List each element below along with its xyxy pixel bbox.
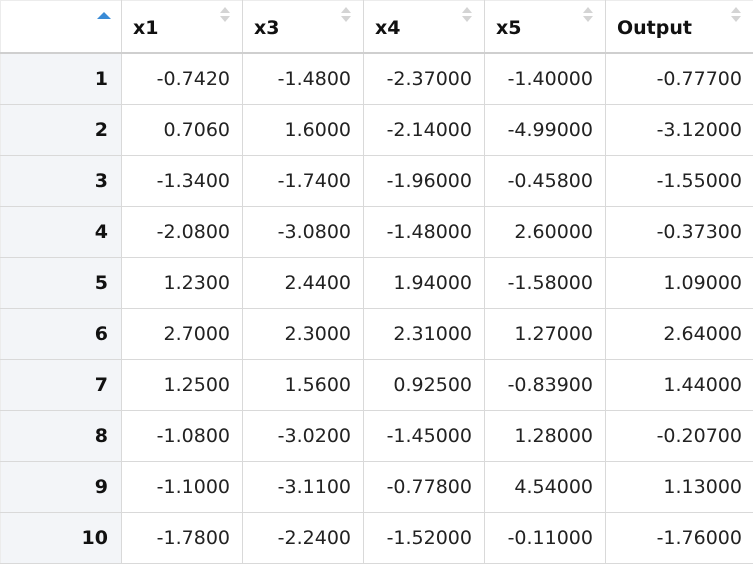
table-cell: 2.7000	[121, 308, 243, 360]
table-cell: 1.6000	[242, 104, 364, 156]
table-cell: -1.48000	[363, 206, 485, 258]
table-cell: -4.99000	[484, 104, 606, 156]
table-cell: 1.2500	[121, 359, 243, 411]
table-cell: -0.83900	[484, 359, 606, 411]
row-index: 6	[0, 308, 122, 360]
row-index: 9	[0, 461, 122, 513]
table-cell: -2.37000	[363, 53, 485, 105]
table-cell: -2.14000	[363, 104, 485, 156]
table-cell: 2.60000	[484, 206, 606, 258]
header-row: x1 x3 x4 x5 Output	[0, 0, 753, 54]
column-label: x5	[496, 16, 522, 39]
table-cell: -1.40000	[484, 53, 606, 105]
table-row: 10 -1.7800 -2.2400 -1.52000 -0.11000 -1.…	[0, 512, 753, 564]
table-cell: 0.92500	[363, 359, 485, 411]
table-header: x1 x3 x4 x5 Output	[0, 0, 753, 54]
table-cell: -1.3400	[121, 155, 243, 207]
table-cell: -0.45800	[484, 155, 606, 207]
row-index: 2	[0, 104, 122, 156]
table-row: 1 -0.7420 -1.4800 -2.37000 -1.40000 -0.7…	[0, 53, 753, 105]
table-cell: -1.1000	[121, 461, 243, 513]
header-cell-row-index[interactable]	[0, 0, 122, 54]
table-cell: -3.0800	[242, 206, 364, 258]
table-cell: -2.2400	[242, 512, 364, 564]
table-row: 3 -1.3400 -1.7400 -1.96000 -0.45800 -1.5…	[0, 155, 753, 207]
table-cell: -0.11000	[484, 512, 606, 564]
table-body: 1 -0.7420 -1.4800 -2.37000 -1.40000 -0.7…	[0, 53, 753, 564]
row-index: 10	[0, 512, 122, 564]
row-index: 4	[0, 206, 122, 258]
header-cell-x3[interactable]: x3	[242, 0, 364, 54]
table-cell: 1.44000	[605, 359, 753, 411]
table-cell: 0.7060	[121, 104, 243, 156]
table-cell: 2.64000	[605, 308, 753, 360]
table-cell: -0.20700	[605, 410, 753, 462]
header-cell-output[interactable]: Output	[605, 0, 753, 54]
column-label: Output	[617, 16, 692, 39]
table-cell: -1.0800	[121, 410, 243, 462]
row-index: 3	[0, 155, 122, 207]
table-cell: -3.12000	[605, 104, 753, 156]
table-cell: 1.09000	[605, 257, 753, 309]
table-row: 6 2.7000 2.3000 2.31000 1.27000 2.64000	[0, 308, 753, 360]
table-row: 9 -1.1000 -3.1100 -0.77800 4.54000 1.130…	[0, 461, 753, 513]
table-cell: 1.28000	[484, 410, 606, 462]
table-cell: -1.55000	[605, 155, 753, 207]
table-cell: 4.54000	[484, 461, 606, 513]
table-row: 4 -2.0800 -3.0800 -1.48000 2.60000 -0.37…	[0, 206, 753, 258]
table-row: 5 1.2300 2.4400 1.94000 -1.58000 1.09000	[0, 257, 753, 309]
table-cell: -1.52000	[363, 512, 485, 564]
sort-ascending-icon[interactable]	[97, 12, 111, 19]
table-cell: -1.58000	[484, 257, 606, 309]
table-cell: -0.77700	[605, 53, 753, 105]
column-label: x3	[254, 16, 280, 39]
table-cell: -3.1100	[242, 461, 364, 513]
table-row: 2 0.7060 1.6000 -2.14000 -4.99000 -3.120…	[0, 104, 753, 156]
sort-toggle-icon[interactable]	[462, 7, 472, 25]
header-cell-x1[interactable]: x1	[121, 0, 243, 54]
table-cell: -1.96000	[363, 155, 485, 207]
table-cell: -2.0800	[121, 206, 243, 258]
table-cell: -1.7800	[121, 512, 243, 564]
table-cell: 2.4400	[242, 257, 364, 309]
table-cell: 1.2300	[121, 257, 243, 309]
sort-toggle-icon[interactable]	[583, 7, 593, 25]
sort-toggle-icon[interactable]	[220, 7, 230, 25]
row-index: 1	[0, 53, 122, 105]
sort-toggle-icon[interactable]	[731, 7, 741, 25]
header-cell-x4[interactable]: x4	[363, 0, 485, 54]
row-index: 5	[0, 257, 122, 309]
table-cell: -0.7420	[121, 53, 243, 105]
sort-toggle-icon[interactable]	[341, 7, 351, 25]
table-cell: -3.0200	[242, 410, 364, 462]
column-label: x4	[375, 16, 401, 39]
table-cell: -1.4800	[242, 53, 364, 105]
table-row: 8 -1.0800 -3.0200 -1.45000 1.28000 -0.20…	[0, 410, 753, 462]
table-cell: 1.27000	[484, 308, 606, 360]
table-cell: -1.45000	[363, 410, 485, 462]
column-label: x1	[133, 16, 159, 39]
row-index: 7	[0, 359, 122, 411]
table-row: 7 1.2500 1.5600 0.92500 -0.83900 1.44000	[0, 359, 753, 411]
table-cell: -1.76000	[605, 512, 753, 564]
header-cell-x5[interactable]: x5	[484, 0, 606, 54]
row-index: 8	[0, 410, 122, 462]
table-cell: 1.5600	[242, 359, 364, 411]
table-cell: -0.37300	[605, 206, 753, 258]
table-cell: -1.7400	[242, 155, 364, 207]
table-cell: 1.13000	[605, 461, 753, 513]
table-cell: 2.3000	[242, 308, 364, 360]
table-cell: 1.94000	[363, 257, 485, 309]
table-cell: -0.77800	[363, 461, 485, 513]
table-cell: 2.31000	[363, 308, 485, 360]
